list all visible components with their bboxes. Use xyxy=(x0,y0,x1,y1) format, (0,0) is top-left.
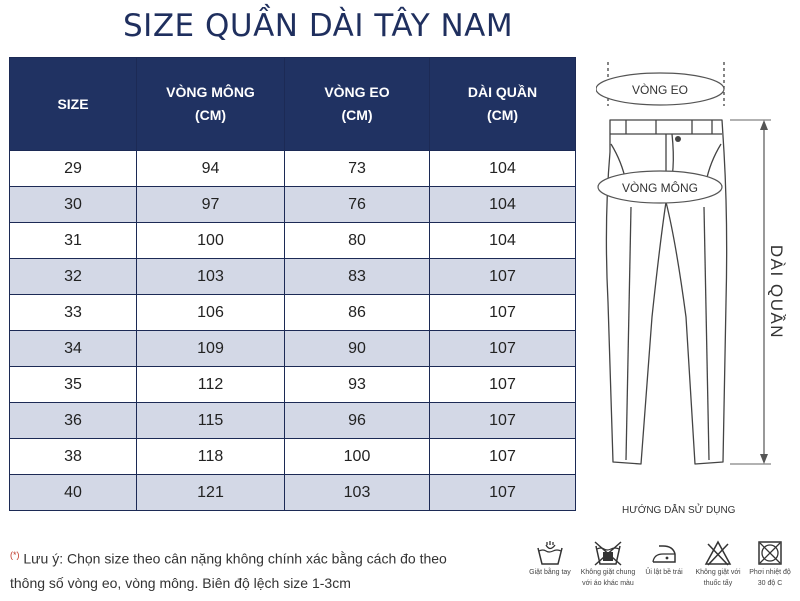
table-row: 30 97 76 104 xyxy=(9,186,576,223)
table-row: 29 94 73 104 xyxy=(9,150,576,187)
header-hip: VÒNG MÔNG (CM) xyxy=(136,57,285,151)
size-note: (*) Lưu ý: Chọn size theo cân nặng không… xyxy=(10,543,447,595)
care-item-separate-wash: Không giặt chung với áo khác màu xyxy=(580,540,636,588)
note-line-1: Lưu ý: Chọn size theo cân nặng không chí… xyxy=(23,550,447,567)
table-row: 33 106 86 107 xyxy=(9,294,576,331)
table-row: 38 118 100 107 xyxy=(9,438,576,475)
no-bleach-icon xyxy=(704,540,732,566)
hip-oval xyxy=(597,170,723,204)
hip-label: VÒNG MÔNG xyxy=(622,180,698,195)
no-wash-with-colors-icon xyxy=(594,541,622,566)
table-row: 36 115 96 107 xyxy=(9,402,576,439)
trousers-diagram: VÒNG EO VÒNG MÔNG DÀI QUẦN xyxy=(596,62,786,465)
care-item-iron: Ủi lật bề trái xyxy=(636,540,692,580)
table-row: 31 100 80 104 xyxy=(9,222,576,259)
header-length: DÀI QUẦN (CM) xyxy=(429,57,576,151)
length-label: DÀI QUẦN xyxy=(767,245,786,339)
waist-label: VÒNG EO xyxy=(632,82,688,97)
note-mark: (*) xyxy=(10,550,20,560)
care-item-dry-temp: Phơi nhiệt độ 30 độ C xyxy=(742,540,798,588)
note-line-2: thông số vòng eo, vòng mông. Biên độ lệc… xyxy=(10,574,351,591)
header-waist: VÒNG EO (CM) xyxy=(284,57,430,151)
size-table: SIZE VÒNG MÔNG (CM) VÒNG EO (CM) DÀI QUẦN(… xyxy=(9,57,576,511)
dry-in-shade-icon xyxy=(758,541,782,565)
care-item-hand-wash: Giặt bằng tay xyxy=(522,540,578,580)
care-item-no-bleach: Không giặt với thuốc tẩy xyxy=(690,540,746,588)
button-icon xyxy=(675,136,681,142)
table-row: 35 112 93 107 xyxy=(9,366,576,403)
page-title: SIZE QUẦN DÀI TÂY NAM xyxy=(123,8,514,44)
hand-wash-icon xyxy=(537,541,563,565)
table-row: 32 103 83 107 xyxy=(9,258,576,295)
table-header-row: SIZE VÒNG MÔNG (CM) VÒNG EO (CM) DÀI QUẦN(… xyxy=(9,57,576,151)
care-guide-title: HƯỚNG DẪN SỬ DỤNG xyxy=(622,505,736,516)
table-row: 34 109 90 107 xyxy=(9,330,576,367)
header-size: SIZE xyxy=(9,57,137,151)
waist-oval xyxy=(596,72,725,106)
iron-inside-out-icon xyxy=(652,545,676,563)
table-row: 40 121 103 107 xyxy=(9,474,576,511)
